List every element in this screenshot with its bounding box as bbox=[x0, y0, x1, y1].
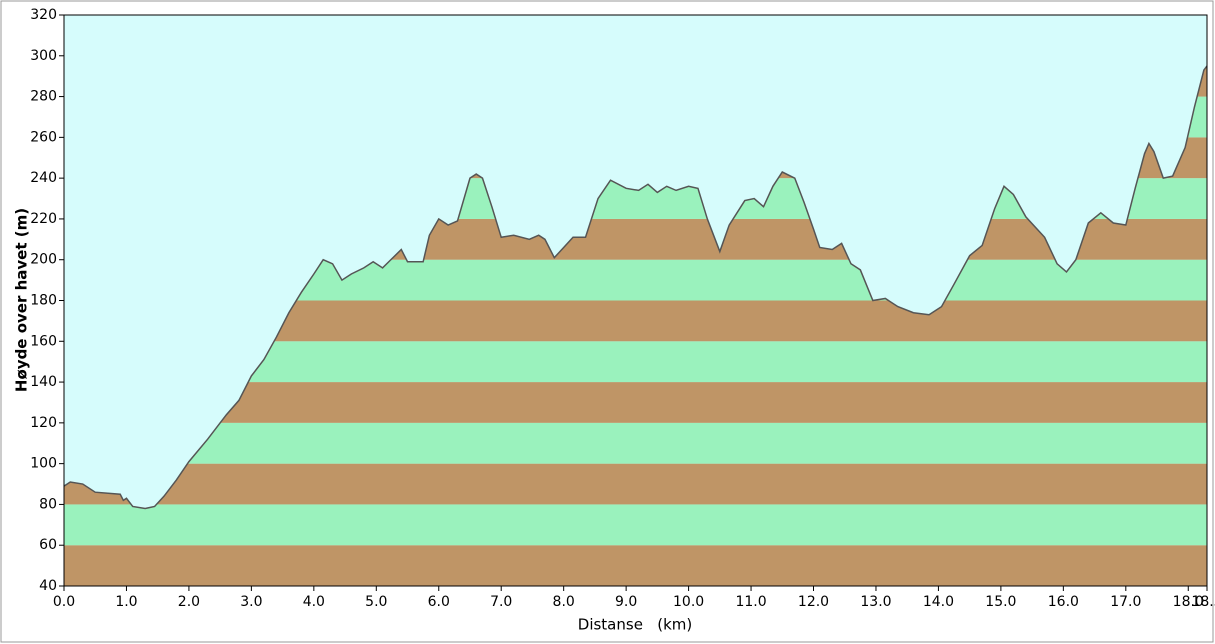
y-tick-label: 60 bbox=[39, 537, 57, 553]
elevation-band bbox=[64, 463, 1207, 505]
x-tick-label: 0.0 bbox=[53, 594, 75, 610]
y-tick-label: 320 bbox=[30, 7, 57, 23]
y-tick-label: 120 bbox=[30, 415, 57, 431]
x-tick-label: 7.0 bbox=[490, 594, 512, 610]
x-tick-label: 4.0 bbox=[303, 594, 325, 610]
x-tick-label: 2.0 bbox=[178, 594, 200, 610]
x-tick-label: 18.0 bbox=[1173, 594, 1204, 610]
x-tick-label: 5.0 bbox=[365, 594, 387, 610]
y-tick-label: 280 bbox=[30, 89, 57, 105]
y-tick-label: 220 bbox=[30, 211, 57, 227]
y-tick-label: 260 bbox=[30, 129, 57, 145]
y-tick-label: 80 bbox=[39, 496, 57, 512]
x-tick-label: 1.0 bbox=[115, 594, 137, 610]
y-tick-label: 300 bbox=[30, 48, 57, 64]
y-tick-label: 200 bbox=[30, 252, 57, 268]
y-tick-label: 180 bbox=[30, 293, 57, 309]
x-tick-label: 18.3 bbox=[1191, 594, 1215, 610]
x-tick-label: 6.0 bbox=[428, 594, 450, 610]
x-tick-label: 9.0 bbox=[615, 594, 637, 610]
y-axis-title: Høyde over havet (m) bbox=[13, 208, 31, 392]
x-tick-label: 14.0 bbox=[923, 594, 954, 610]
y-tick-label: 140 bbox=[30, 374, 57, 390]
y-tick-label: 100 bbox=[30, 456, 57, 472]
y-tick-label: 240 bbox=[30, 170, 57, 186]
elevation-band bbox=[64, 545, 1207, 586]
x-tick-label: 15.0 bbox=[985, 594, 1016, 610]
elevation-line bbox=[63, 65, 1208, 510]
y-tick-label: 40 bbox=[39, 578, 57, 594]
x-tick-label: 3.0 bbox=[240, 594, 262, 610]
x-tick-label: 11.0 bbox=[735, 594, 766, 610]
y-tick-label: 160 bbox=[30, 333, 57, 349]
elevation-band bbox=[64, 504, 1207, 546]
x-tick-label: 17.0 bbox=[1110, 594, 1141, 610]
x-tick-label: 13.0 bbox=[860, 594, 891, 610]
x-tick-label: 10.0 bbox=[673, 594, 704, 610]
x-tick-label: 8.0 bbox=[553, 594, 575, 610]
x-axis-title: Distanse (km) bbox=[578, 616, 692, 634]
elevation-band bbox=[64, 382, 1207, 423]
x-tick-label: 16.0 bbox=[1048, 594, 1079, 610]
elevation-band bbox=[64, 422, 1207, 464]
x-tick-label: 12.0 bbox=[798, 594, 829, 610]
